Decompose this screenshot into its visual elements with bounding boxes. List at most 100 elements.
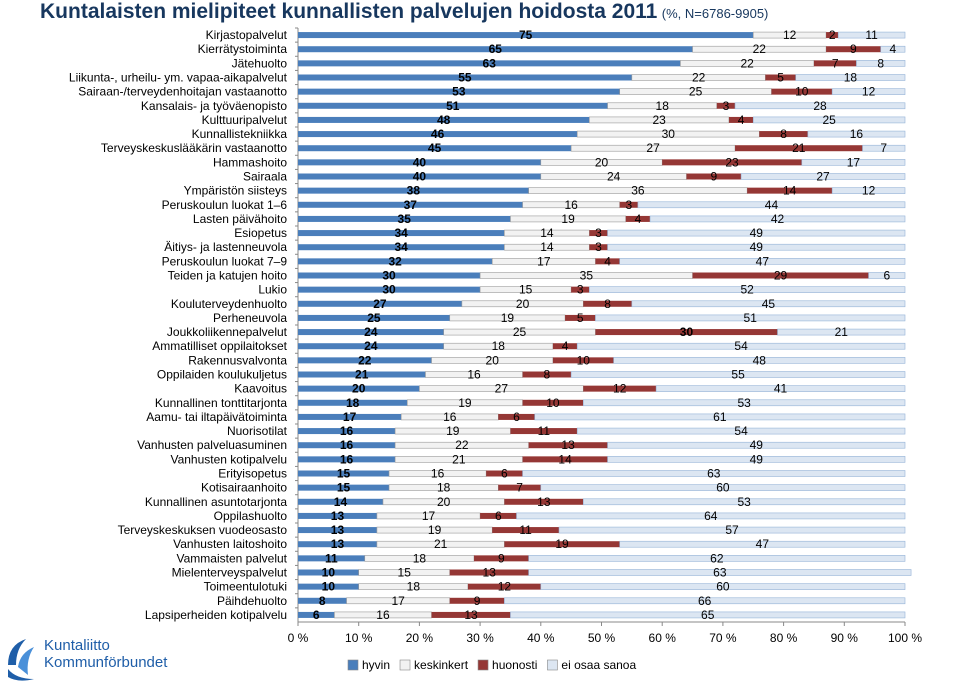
bar-ei-osaa-sanoa (522, 470, 906, 477)
data-label-ei-osaa-sanoa: 41 (774, 382, 788, 396)
data-label-hyvin: 17 (343, 410, 357, 424)
bar-hyvin (298, 428, 396, 435)
bar-hyvin (298, 173, 541, 180)
category-label: Kaavoitus (234, 382, 287, 396)
bar-huonosti (813, 60, 857, 67)
bar-huonosti (728, 116, 754, 123)
data-label-huonosti: 13 (537, 495, 551, 509)
bar-huonosti (571, 286, 590, 293)
data-label-hyvin: 32 (388, 254, 402, 268)
bar-hyvin (298, 371, 426, 378)
data-label-ei-osaa-sanoa: 49 (750, 226, 764, 240)
data-label-ei-osaa-sanoa: 52 (741, 283, 755, 297)
category-label: Ympäristön siisteys (184, 184, 287, 198)
data-label-keskinkert: 25 (689, 85, 703, 99)
category-label: Kunnallinen asuntotarjonta (145, 495, 287, 509)
category-label: Lukio (258, 283, 287, 297)
data-label-hyvin: 11 (325, 551, 338, 565)
category-label: Sairaan-/terveydenhoitajan vastaanotto (78, 85, 287, 99)
data-label-huonosti: 9 (850, 42, 857, 56)
bar-hyvin (298, 159, 541, 166)
data-label-ei-osaa-sanoa: 21 (835, 325, 849, 339)
data-label-hyvin: 55 (458, 71, 472, 85)
data-label-keskinkert: 23 (652, 113, 666, 127)
bar-ei-osaa-sanoa (837, 31, 906, 39)
bar-hyvin (298, 88, 620, 95)
bar-hyvin (298, 314, 450, 321)
data-label-ei-osaa-sanoa: 49 (750, 240, 764, 254)
x-tick-label: 10 % (345, 631, 373, 645)
bar-huonosti (759, 131, 808, 138)
bar-hyvin (298, 357, 432, 364)
bar-huonosti (467, 583, 541, 590)
data-label-keskinkert: 19 (501, 311, 515, 325)
bar-huonosti (480, 512, 517, 519)
data-label-keskinkert: 17 (391, 594, 405, 608)
data-label-ei-osaa-sanoa: 66 (698, 594, 712, 608)
bar-ei-osaa-sanoa (516, 512, 906, 520)
data-label-ei-osaa-sanoa: 47 (756, 254, 770, 268)
bar-ei-osaa-sanoa (655, 385, 906, 392)
category-label: Esiopetus (234, 226, 287, 240)
bar-ei-osaa-sanoa (576, 427, 906, 435)
data-label-keskinkert: 21 (452, 452, 466, 466)
bar-huonosti (826, 32, 839, 39)
data-label-keskinkert: 27 (646, 141, 660, 155)
category-label: Toimeentulotuki (204, 580, 287, 594)
data-label-huonosti: 6 (501, 467, 508, 481)
bar-ei-osaa-sanoa (534, 413, 906, 421)
category-label: Liikunta-, urheilu- ym. vapaa-aikapalvel… (69, 71, 288, 85)
legend-swatch-keskinkert (399, 659, 411, 671)
data-label-keskinkert: 30 (662, 127, 676, 141)
data-label-hyvin: 38 (407, 184, 421, 198)
bar-hyvin (298, 201, 523, 208)
data-label-hyvin: 27 (373, 297, 387, 311)
bar-hyvin (298, 131, 578, 138)
bar-ei-osaa-sanoa (570, 371, 906, 378)
bar-huonosti (552, 357, 614, 364)
data-label-hyvin: 51 (446, 99, 460, 113)
category-label: Rakennusvalvonta (188, 353, 287, 367)
bar-ei-osaa-sanoa (631, 300, 906, 308)
data-label-keskinkert: 19 (428, 523, 442, 537)
bar-hyvin (298, 470, 390, 477)
data-label-huonosti: 12 (498, 580, 512, 594)
bar-hyvin (298, 32, 754, 39)
data-label-ei-osaa-sanoa: 60 (716, 481, 730, 495)
data-label-huonosti: 14 (783, 184, 797, 198)
bar-huonosti (595, 329, 778, 336)
data-label-hyvin: 13 (331, 509, 345, 523)
bar-huonosti (565, 314, 596, 321)
data-label-hyvin: 15 (337, 481, 351, 495)
data-label-huonosti: 9 (710, 170, 717, 184)
data-label-keskinkert: 18 (492, 339, 506, 353)
data-label-ei-osaa-sanoa: 65 (701, 608, 715, 622)
data-label-keskinkert: 19 (446, 424, 460, 438)
bar-hyvin (298, 102, 608, 109)
data-label-ei-osaa-sanoa: 11 (865, 28, 878, 42)
x-tick-label: 80 % (770, 631, 798, 645)
bar-huonosti (510, 428, 578, 435)
data-label-ei-osaa-sanoa: 7 (880, 141, 887, 155)
category-label: Lapsiperheiden kotipalvelu (145, 608, 287, 622)
bar-hyvin (298, 244, 505, 251)
data-label-huonosti: 11 (519, 523, 532, 537)
bar-huonosti (522, 456, 608, 463)
data-label-hyvin: 16 (340, 438, 354, 452)
data-label-keskinkert: 12 (783, 28, 797, 42)
bar-hyvin (298, 145, 572, 152)
bar-hyvin (298, 385, 420, 392)
data-label-hyvin: 48 (437, 113, 451, 127)
category-label: Lasten päivähoito (193, 212, 287, 226)
bar-huonosti (747, 187, 833, 194)
bar-huonosti (486, 470, 523, 477)
bar-ei-osaa-sanoa (576, 342, 906, 350)
data-label-keskinkert: 27 (495, 382, 509, 396)
data-label-keskinkert: 16 (443, 410, 457, 424)
data-label-hyvin: 34 (395, 226, 409, 240)
category-label: Peruskoulun luokat 1–6 (162, 198, 288, 212)
bar-hyvin (298, 116, 590, 123)
data-label-keskinkert: 18 (413, 551, 427, 565)
logo-line-1: Kuntaliitto (44, 637, 110, 654)
data-label-hyvin: 24 (364, 325, 378, 339)
